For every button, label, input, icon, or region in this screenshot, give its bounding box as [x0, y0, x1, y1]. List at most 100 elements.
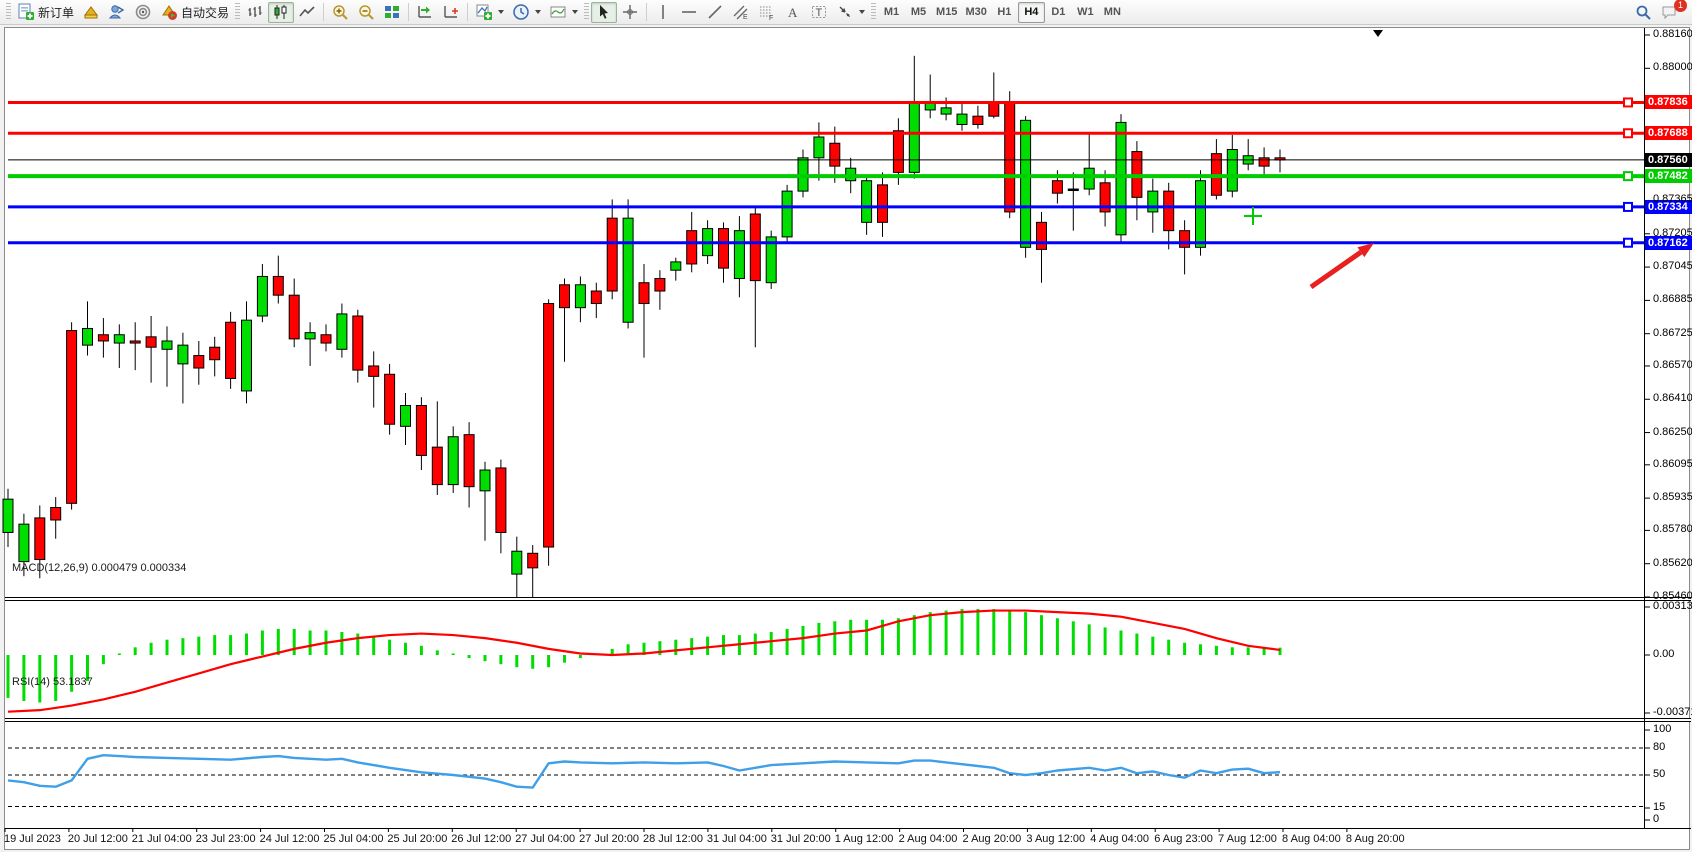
text-label-button[interactable]: T — [806, 2, 832, 23]
timeframe-m1-button[interactable]: M1 — [883, 6, 900, 18]
timeframe-w1-button[interactable]: W1 — [1077, 6, 1094, 18]
candle-body[interactable] — [1195, 180, 1206, 248]
candle-body[interactable] — [1083, 167, 1095, 190]
candle-body[interactable] — [765, 236, 777, 284]
timeframe-d1-button[interactable]: D1 — [1051, 6, 1066, 18]
candle-body[interactable] — [288, 294, 300, 340]
candle-body[interactable] — [82, 327, 93, 346]
candle-body[interactable] — [2, 498, 14, 533]
hline-anchor-handle[interactable] — [1623, 171, 1633, 182]
candle-body[interactable] — [256, 275, 268, 317]
new-order-button[interactable]: 新订单 — [13, 2, 78, 23]
candle-body[interactable] — [956, 113, 968, 126]
candle-body[interactable] — [431, 446, 443, 486]
candle-body[interactable] — [336, 313, 348, 350]
candle-body[interactable] — [241, 319, 252, 392]
candle-body[interactable] — [145, 336, 157, 348]
vertical-line-button[interactable] — [650, 2, 676, 23]
candle-body[interactable] — [161, 340, 173, 350]
candle-body[interactable] — [1147, 190, 1159, 213]
candle-body[interactable] — [670, 261, 682, 271]
fibonacci-button[interactable]: F — [754, 2, 780, 23]
candle-body[interactable] — [654, 278, 666, 292]
candle-body[interactable] — [829, 142, 841, 167]
candle-body[interactable] — [1051, 180, 1063, 194]
candle-body[interactable] — [1067, 188, 1079, 192]
candle-body[interactable] — [861, 180, 873, 223]
candle-body[interactable] — [225, 321, 237, 379]
text-button[interactable]: A — [780, 2, 806, 23]
candle-body[interactable] — [495, 467, 507, 533]
candle-body[interactable] — [559, 284, 570, 309]
candle-body[interactable] — [272, 275, 284, 296]
search-button[interactable] — [1630, 2, 1656, 23]
timeframe-m15-button[interactable]: M15 — [936, 6, 958, 18]
timeframe-h4-button[interactable]: H4 — [1017, 1, 1045, 23]
templates-button[interactable] — [545, 2, 582, 23]
timeframe-mn-button[interactable]: MN — [1103, 6, 1121, 18]
red-arrow-head[interactable] — [1357, 243, 1374, 258]
indicators-button[interactable] — [471, 2, 508, 23]
candle-body[interactable] — [574, 284, 586, 309]
candle-body[interactable] — [18, 523, 30, 563]
candle-body[interactable] — [781, 190, 793, 238]
candle-body[interactable] — [1004, 101, 1016, 213]
candle-body[interactable] — [511, 550, 523, 575]
candle-body[interactable] — [813, 136, 825, 159]
candle-body[interactable] — [193, 355, 205, 369]
candle-body[interactable] — [877, 184, 888, 223]
candle-body[interactable] — [733, 230, 745, 280]
candle-body[interactable] — [940, 107, 952, 115]
crosshair-button[interactable] — [617, 2, 643, 23]
candle-body[interactable] — [352, 315, 364, 371]
red-arrow-annotation[interactable] — [1309, 250, 1363, 290]
panel-separator[interactable] — [5, 597, 1691, 601]
candle-body[interactable] — [463, 434, 475, 488]
candle-body[interactable] — [1258, 157, 1270, 167]
notifications-button[interactable]: 1 — [1656, 0, 1687, 23]
candle-body[interactable] — [1036, 221, 1047, 250]
toolbar-grip[interactable] — [235, 3, 241, 21]
hline-anchor-handle[interactable] — [1623, 237, 1633, 248]
toolbar-grip[interactable] — [871, 3, 877, 21]
auto-scroll-button[interactable] — [412, 2, 438, 23]
hline-anchor-handle[interactable] — [1623, 128, 1633, 139]
arrows-button[interactable] — [832, 2, 869, 23]
candle-body[interactable] — [368, 365, 380, 377]
candle-body[interactable] — [320, 334, 332, 344]
candle-body[interactable] — [1179, 230, 1191, 248]
candle-body[interactable] — [908, 101, 920, 173]
candle-body[interactable] — [304, 332, 316, 340]
candle-body[interactable] — [972, 115, 984, 126]
chart-shift-button[interactable] — [438, 2, 464, 23]
candle-body[interactable] — [638, 282, 650, 305]
candle-body[interactable] — [1163, 190, 1175, 232]
toolbar-grip[interactable] — [6, 3, 11, 21]
zoom-in-button[interactable] — [327, 2, 353, 23]
timeframe-m30-button[interactable]: M30 — [965, 6, 987, 18]
candle-body[interactable] — [34, 517, 46, 561]
candlestick-chart-button[interactable] — [268, 1, 295, 23]
horizontal-line-button[interactable] — [676, 2, 702, 23]
candle-body[interactable] — [113, 334, 125, 344]
candle-body[interactable] — [606, 217, 618, 292]
toolbar-grip[interactable] — [584, 3, 590, 21]
zoom-out-button[interactable] — [353, 2, 379, 23]
candle-body[interactable] — [129, 340, 141, 344]
auto-trading-button[interactable]: 自动交易 — [156, 2, 233, 23]
candle-body[interactable] — [686, 230, 698, 265]
candle-body[interactable] — [622, 217, 634, 323]
candle-body[interactable] — [50, 506, 62, 521]
equidistant-channel-button[interactable]: E — [728, 2, 754, 23]
tile-windows-button[interactable] — [379, 2, 405, 23]
cursor-button[interactable] — [591, 1, 618, 23]
candle-body[interactable] — [718, 228, 729, 269]
hline-anchor-handle[interactable] — [1623, 201, 1633, 212]
line-chart-button[interactable] — [294, 2, 320, 23]
chart-window[interactable] — [4, 27, 1690, 850]
green-cross-marker[interactable] — [1244, 207, 1262, 225]
timeframe-m5-button[interactable]: M5 — [910, 6, 927, 18]
trendline-button[interactable] — [702, 2, 728, 23]
candle-body[interactable] — [479, 469, 491, 492]
